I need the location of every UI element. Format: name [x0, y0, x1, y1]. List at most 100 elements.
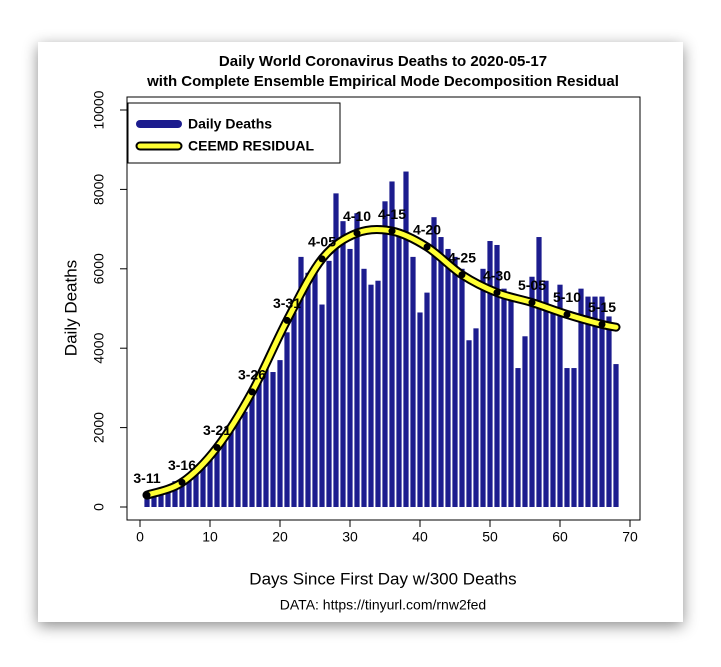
x-tick-label: 30: [342, 529, 358, 545]
bar: [389, 181, 395, 507]
y-tick-label: 6000: [91, 253, 107, 284]
chart-subtitle: with Complete Ensemble Empirical Mode De…: [146, 73, 619, 90]
bar: [207, 452, 213, 507]
bar: [508, 296, 514, 507]
point-label: 3-26: [238, 367, 266, 383]
bar: [494, 244, 500, 508]
bar: [249, 395, 255, 507]
bar: [480, 268, 486, 507]
bar: [424, 292, 430, 507]
point-label: 3-11: [133, 470, 160, 486]
bar: [515, 368, 521, 507]
bar: [585, 296, 591, 507]
residual-point: [388, 227, 396, 235]
point-label: 3-16: [168, 457, 196, 473]
residual-point: [213, 443, 221, 451]
residual-point: [248, 388, 256, 396]
bar: [256, 372, 262, 507]
bar: [452, 256, 458, 507]
point-label: 4-25: [448, 249, 476, 265]
residual-point: [598, 320, 606, 328]
x-tick-label: 40: [412, 529, 428, 545]
point-label: 4-20: [413, 222, 441, 238]
point-label: 4-05: [308, 234, 336, 250]
x-axis-label: Days Since First Day w/300 Deaths: [249, 569, 516, 588]
residual-point: [318, 255, 326, 263]
bar: [347, 248, 353, 507]
bar: [340, 221, 346, 507]
bar: [326, 260, 332, 507]
bar: [235, 411, 241, 507]
legend-label: Daily Deaths: [188, 116, 272, 132]
bar: [179, 478, 185, 507]
bar: [368, 284, 374, 507]
bar: [431, 217, 437, 507]
bar: [361, 268, 367, 507]
bar: [459, 268, 465, 507]
bar: [242, 411, 248, 507]
bar: [382, 201, 388, 507]
bar: [298, 256, 304, 507]
bar: [487, 241, 493, 507]
bar: [333, 193, 339, 507]
bar: [263, 364, 269, 507]
residual-point: [458, 271, 466, 279]
bar: [284, 332, 290, 507]
bar: [578, 288, 584, 507]
bar: [403, 171, 409, 507]
bar: [557, 284, 563, 507]
x-tick-label: 50: [482, 529, 498, 545]
y-tick-label: 8000: [91, 174, 107, 205]
bar: [599, 296, 605, 507]
bar: [396, 229, 402, 507]
x-tick-label: 60: [552, 529, 568, 545]
bar: [417, 312, 423, 507]
residual-point: [528, 299, 536, 307]
legend-label: CEEMD RESIDUAL: [188, 138, 314, 154]
bar: [214, 443, 220, 507]
residual-point: [493, 289, 501, 297]
bar: [592, 296, 598, 507]
point-label: 5-05: [518, 277, 546, 293]
bar: [158, 489, 164, 507]
y-tick-label: 10000: [91, 90, 107, 129]
residual-point: [423, 243, 431, 251]
point-label: 5-15: [588, 299, 616, 315]
residual-point: [353, 229, 361, 237]
x-tick-label: 20: [272, 529, 288, 545]
x-tick-label: 0: [136, 529, 144, 545]
bar: [312, 268, 318, 507]
legend-box: [127, 102, 341, 164]
bar: [571, 368, 577, 507]
bar: [375, 280, 381, 507]
point-label: 4-15: [378, 206, 406, 222]
bar: [473, 328, 479, 507]
bar: [193, 467, 199, 507]
bar: [221, 439, 227, 507]
bar: [529, 276, 535, 507]
plot-frame: [126, 96, 641, 521]
point-label: 5-10: [553, 289, 581, 305]
caption: DATA: https://tinyurl.com/rnw2fed: [280, 597, 486, 613]
bar: [228, 431, 234, 507]
residual-point: [563, 310, 571, 318]
bar: [354, 213, 360, 507]
bar: [445, 248, 451, 507]
bar: [466, 340, 472, 507]
bar: [305, 272, 311, 507]
bar: [438, 237, 444, 508]
bar: [200, 465, 206, 507]
bar: [277, 360, 283, 507]
bar: [291, 312, 297, 507]
point-label: 3-31: [273, 295, 301, 311]
bar: [410, 256, 416, 507]
bar: [543, 280, 549, 507]
point-label: 3-21: [203, 422, 231, 438]
bar: [151, 493, 157, 507]
bar: [165, 490, 171, 507]
chart-title: Daily World Coronavirus Deaths to 2020-0…: [219, 53, 547, 70]
bar: [550, 308, 556, 507]
y-tick-label: 2000: [91, 412, 107, 443]
y-tick-label: 4000: [91, 332, 107, 363]
bar: [186, 475, 192, 507]
